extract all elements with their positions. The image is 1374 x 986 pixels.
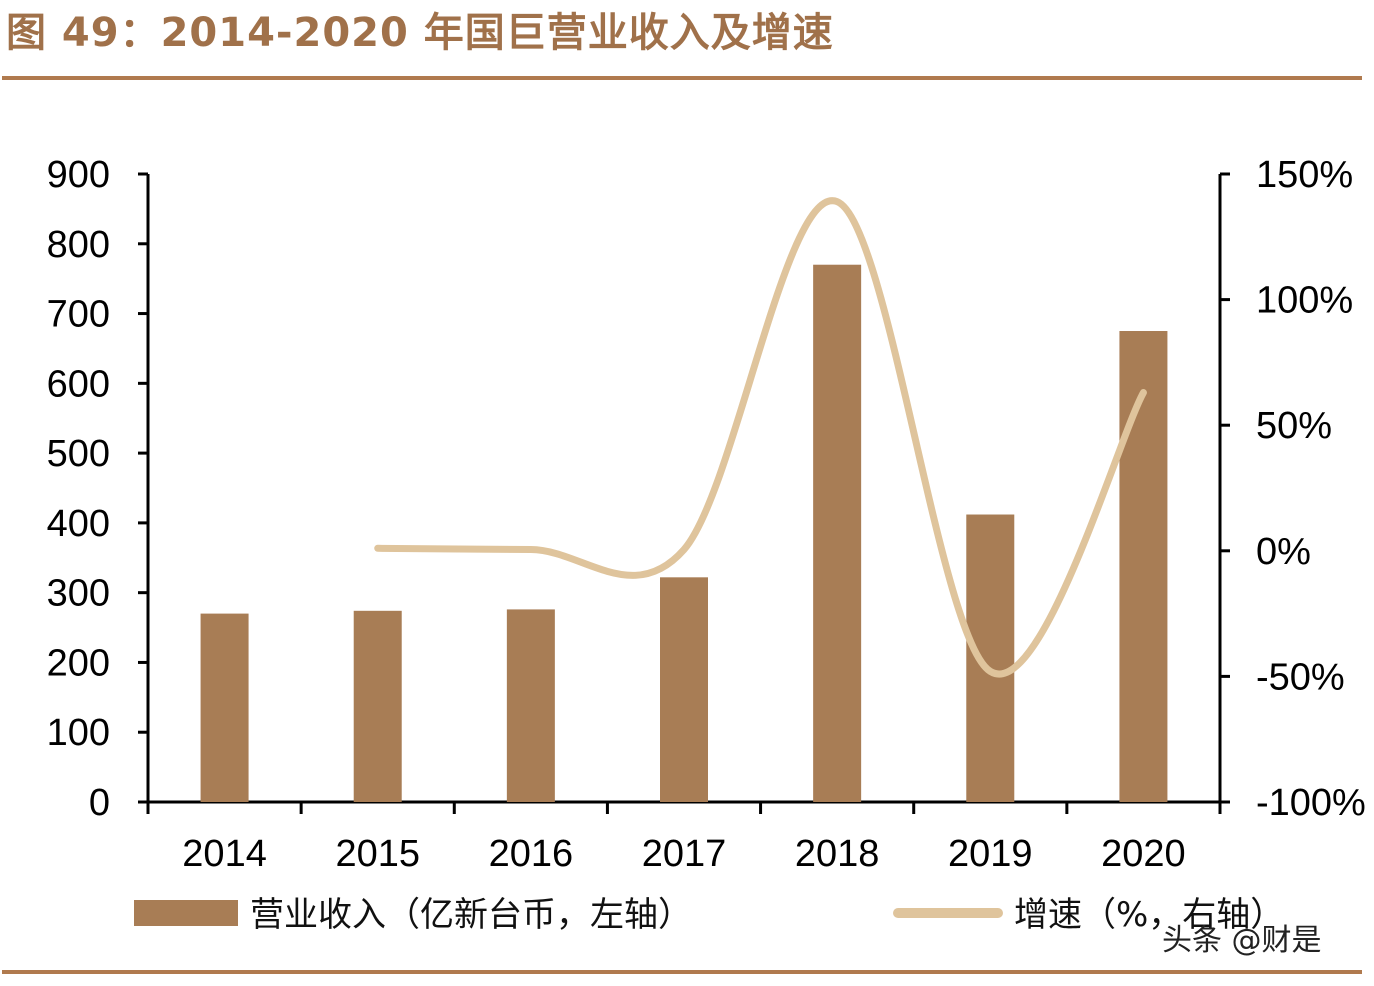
bar — [660, 577, 708, 802]
left-axis-tick-label: 600 — [47, 363, 110, 405]
x-axis: 2014 2015 2016 2017 2018 2019 2020 — [146, 800, 1222, 875]
right-axis-tick-label: 150% — [1256, 154, 1353, 196]
bar — [200, 613, 249, 802]
x-axis-tick-label: 2019 — [948, 833, 1033, 875]
footer-rule — [2, 970, 1362, 974]
watermark: 头条 @财是 — [1162, 923, 1322, 958]
left-axis-tick-label: 400 — [47, 503, 110, 545]
bar — [966, 514, 1015, 802]
right-axis: -100% -50% 0% 50% 100% 150% — [1218, 154, 1366, 824]
x-axis-tick-label: 2014 — [182, 833, 267, 875]
bar — [506, 609, 555, 802]
x-axis-tick-label: 2016 — [489, 833, 574, 875]
x-axis-tick-label: 2018 — [795, 833, 880, 875]
right-axis-tick-label: 50% — [1256, 405, 1332, 447]
bar — [353, 610, 402, 802]
left-axis-tick-label: 100 — [47, 712, 110, 754]
bar — [1119, 331, 1168, 802]
left-axis-tick-label: 200 — [47, 642, 110, 684]
left-axis-tick-label: 700 — [47, 294, 110, 336]
right-axis-tick-label: 0% — [1256, 531, 1311, 573]
chart-title: 图 49：2014-2020 年国巨营业收入及增速 — [6, 10, 834, 56]
title-rule — [2, 76, 1362, 80]
left-axis-tick-label: 900 — [47, 154, 110, 196]
x-axis-tick-label: 2015 — [335, 833, 420, 875]
left-axis-tick-label: 300 — [47, 573, 110, 615]
right-axis-tick-label: 100% — [1256, 280, 1353, 322]
left-axis-tick-label: 500 — [47, 433, 110, 475]
legend-label-revenue: 营业收入（亿新台币，左轴） — [250, 895, 692, 935]
legend: 营业收入（亿新台币，左轴） 增速（%，右轴） — [134, 895, 1284, 935]
right-axis-tick-label: -50% — [1256, 656, 1345, 698]
left-axis-tick-label: 800 — [47, 224, 110, 266]
right-axis-tick-label: -100% — [1256, 782, 1366, 824]
x-axis-tick-label: 2020 — [1101, 833, 1186, 875]
bar-series — [200, 264, 1168, 802]
bar — [813, 264, 862, 802]
left-axis-tick-label: 0 — [89, 782, 110, 824]
left-axis: 0 100 200 300 400 500 600 700 800 900 — [47, 154, 150, 824]
line-series — [374, 197, 1147, 678]
x-axis-tick-label: 2017 — [642, 833, 727, 875]
growth-line — [374, 197, 1147, 678]
legend-label-growth: 增速（%，右轴） — [1014, 895, 1284, 935]
legend-swatch-revenue — [134, 900, 238, 926]
